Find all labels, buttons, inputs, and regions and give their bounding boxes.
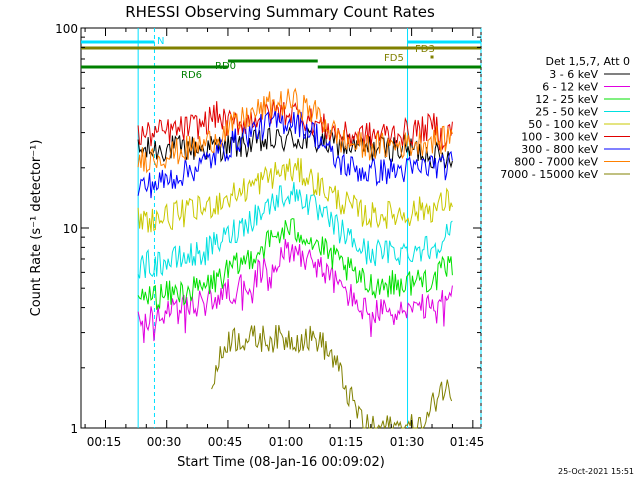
legend-entry-label: 6 - 12 keV <box>542 81 598 94</box>
y-tick-label-1: 1 <box>70 422 78 436</box>
x-tick-label-0115: 01:15 <box>329 435 364 449</box>
flag-labels: RD6 RD0 FD5 FD3 N <box>157 36 435 81</box>
x-tick-label-0015: 00:15 <box>87 435 122 449</box>
legend-entry-label: 800 - 7000 keV <box>514 156 598 169</box>
x-tick-label-0100: 01:00 <box>269 435 304 449</box>
series-line <box>137 87 453 174</box>
legend-entry-label: 25 - 50 keV <box>535 106 598 119</box>
legend-entry-label: 100 - 300 keV <box>521 131 598 144</box>
series-line <box>137 182 453 279</box>
series-line <box>137 238 453 344</box>
legend-entry-label: 300 - 800 keV <box>521 143 598 156</box>
series-line <box>137 157 453 233</box>
data-layer <box>81 28 482 430</box>
flag-label-fd3: FD3 <box>415 44 435 55</box>
x-tick-label-0045: 00:45 <box>208 435 243 449</box>
y-tick-label-100: 100 <box>55 22 78 36</box>
flag-label-rd0: RD0 <box>215 61 236 72</box>
legend-entry-label: 12 - 25 keV <box>535 93 598 106</box>
legend-entry-label: 50 - 100 keV <box>528 118 598 131</box>
series-line <box>137 99 453 151</box>
x-tick-label-0130: 01:30 <box>390 435 425 449</box>
flag-marker <box>430 55 434 59</box>
y-axis-label: Count Rate (s⁻¹ detector⁻¹) <box>29 140 44 317</box>
y-axis: 1 10 100 <box>55 22 481 436</box>
x-tick-label-0030: 00:30 <box>147 435 182 449</box>
x-tick-label-0145: 01:45 <box>450 435 485 449</box>
series-line <box>137 218 453 310</box>
chart-title: RHESSI Observing Summary Count Rates <box>125 3 435 21</box>
series-line <box>211 324 453 430</box>
legend-entry-label: 3 - 6 keV <box>549 68 598 81</box>
series-line <box>137 109 453 199</box>
legend-entry-label: 7000 - 15000 keV <box>500 168 598 181</box>
x-axis: 00:15 00:30 00:45 01:00 01:15 01:30 01:4… <box>84 28 485 449</box>
footer-date: 25-Oct-2021 15:51 <box>558 467 634 476</box>
flag-label-rd6: RD6 <box>181 70 202 81</box>
flag-label-n: N <box>157 36 164 47</box>
legend-title: Det 1,5,7, Att 0 <box>546 55 630 68</box>
plot-frame <box>80 27 482 429</box>
flag-label-fd5: FD5 <box>384 53 404 64</box>
series-line <box>137 126 453 169</box>
x-axis-label: Start Time (08-Jan-16 00:09:02) <box>177 455 385 470</box>
y-tick-label-10: 10 <box>63 222 78 236</box>
